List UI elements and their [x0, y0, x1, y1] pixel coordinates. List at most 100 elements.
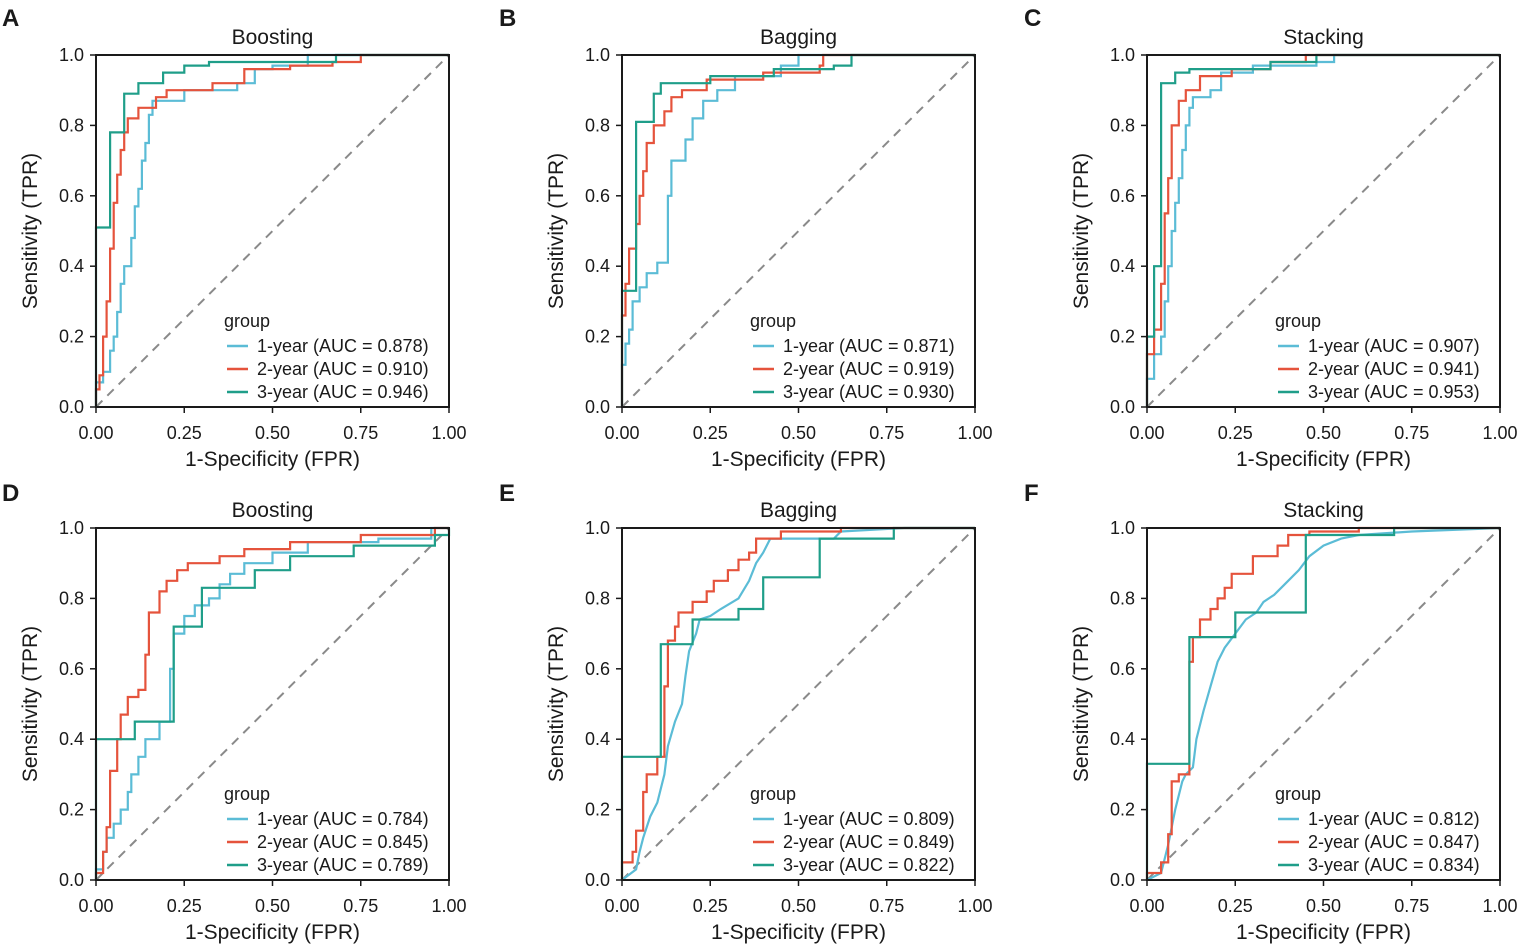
y-tick-label: 0.0	[585, 870, 610, 890]
y-tick-label: 1.0	[59, 518, 84, 538]
x-tick-label: 0.25	[693, 896, 728, 916]
x-tick-label: 0.50	[781, 896, 816, 916]
y-tick-label: 0.8	[585, 588, 610, 608]
legend-label-1-year: 1-year (AUC = 0.812)	[1308, 809, 1480, 829]
y-tick-label: 0.6	[59, 659, 84, 679]
legend-label-2-year: 2-year (AUC = 0.849)	[783, 832, 955, 852]
y-tick-label: 0.4	[1110, 729, 1135, 749]
legend-title: group	[224, 311, 270, 331]
x-axis-label: 1-Specificity (FPR)	[185, 448, 360, 471]
x-tick-label: 0.00	[78, 896, 113, 916]
legend-label-3-year: 3-year (AUC = 0.789)	[257, 855, 429, 875]
x-axis-label: 1-Specificity (FPR)	[1236, 448, 1411, 471]
legend-label-3-year: 3-year (AUC = 0.946)	[257, 382, 429, 402]
panel-letter: C	[1024, 5, 1041, 32]
y-tick-label: 0.6	[1110, 186, 1135, 206]
y-tick-label: 0.4	[1110, 256, 1135, 276]
y-tick-label: 0.2	[1110, 800, 1135, 820]
y-tick-label: 0.0	[1110, 397, 1135, 417]
legend-label-1-year: 1-year (AUC = 0.784)	[257, 809, 429, 829]
y-tick-label: 0.8	[1110, 115, 1135, 135]
x-tick-label: 0.25	[167, 423, 202, 443]
x-tick-label: 0.50	[255, 896, 290, 916]
y-tick-label: 0.6	[1110, 659, 1135, 679]
panel-letter: A	[2, 5, 19, 32]
chart-title: Bagging	[760, 26, 837, 49]
legend-label-3-year: 3-year (AUC = 0.953)	[1308, 382, 1480, 402]
legend-label-1-year: 1-year (AUC = 0.907)	[1308, 336, 1480, 356]
y-axis-label: Sensitivity (TPR)	[19, 626, 42, 782]
roc-panel-f: F Stacking 0.00 0.25 0.50 0.75 1.00 0.0 0.2 0.4 0.…	[1024, 480, 1518, 944]
y-axis-label: Sensitivity (TPR)	[545, 153, 568, 309]
y-tick-label: 0.4	[59, 729, 84, 749]
y-axis-label: Sensitivity (TPR)	[19, 153, 42, 309]
x-tick-label: 1.00	[957, 423, 992, 443]
x-tick-label: 0.25	[1218, 423, 1253, 443]
legend-title: group	[224, 784, 270, 804]
y-tick-label: 0.8	[585, 115, 610, 135]
chart-title: Boosting	[232, 26, 314, 49]
x-tick-label: 1.00	[957, 896, 992, 916]
legend-label-2-year: 2-year (AUC = 0.941)	[1308, 359, 1480, 379]
x-tick-label: 0.50	[255, 423, 290, 443]
y-tick-label: 0.0	[585, 397, 610, 417]
legend: group 1-year (AUC = 0.878) 2-year (AUC = 0…	[224, 311, 429, 402]
x-tick-label: 0.75	[1394, 896, 1429, 916]
x-tick-label: 0.50	[781, 423, 816, 443]
x-axis-label: 1-Specificity (FPR)	[711, 921, 886, 944]
panel-letter: B	[499, 5, 516, 32]
y-tick-label: 0.8	[1110, 588, 1135, 608]
legend-label-2-year: 2-year (AUC = 0.847)	[1308, 832, 1480, 852]
legend: group 1-year (AUC = 0.871) 2-year (AUC = 0…	[750, 311, 955, 402]
x-tick-label: 1.00	[431, 896, 466, 916]
y-tick-label: 0.0	[1110, 870, 1135, 890]
y-axis-label: Sensitivity (TPR)	[545, 626, 568, 782]
roc-panel-a: A Boosting 0.00 0.25 0.50 0.75 1.00 0.0 0.2 0.4 0.…	[2, 5, 467, 471]
y-tick-label: 0.0	[59, 870, 84, 890]
y-axis-label: Sensitivity (TPR)	[1070, 153, 1093, 309]
y-tick-label: 0.4	[585, 256, 610, 276]
x-tick-label: 1.00	[1482, 423, 1517, 443]
chart-title: Boosting	[232, 499, 314, 522]
y-tick-label: 1.0	[1110, 518, 1135, 538]
y-tick-label: 1.0	[585, 45, 610, 65]
legend-label-2-year: 2-year (AUC = 0.910)	[257, 359, 429, 379]
y-tick-label: 0.8	[59, 588, 84, 608]
y-tick-label: 0.2	[59, 327, 84, 347]
x-tick-label: 0.50	[1306, 423, 1341, 443]
y-tick-label: 1.0	[59, 45, 84, 65]
x-tick-label: 0.75	[343, 423, 378, 443]
x-tick-label: 0.25	[693, 423, 728, 443]
chart-title: Bagging	[760, 499, 837, 522]
legend-label-3-year: 3-year (AUC = 0.930)	[783, 382, 955, 402]
x-tick-label: 1.00	[1482, 896, 1517, 916]
x-axis-label: 1-Specificity (FPR)	[711, 448, 886, 471]
x-tick-label: 1.00	[431, 423, 466, 443]
x-tick-label: 0.75	[343, 896, 378, 916]
x-tick-label: 0.00	[604, 423, 639, 443]
legend: group 1-year (AUC = 0.784) 2-year (AUC = 0…	[224, 784, 429, 875]
x-tick-label: 0.00	[604, 896, 639, 916]
x-tick-label: 0.75	[869, 423, 904, 443]
legend-label-1-year: 1-year (AUC = 0.878)	[257, 336, 429, 356]
x-tick-label: 0.00	[1129, 896, 1164, 916]
y-tick-label: 0.4	[585, 729, 610, 749]
chart-title: Stacking	[1283, 499, 1364, 522]
chart-title: Stacking	[1283, 26, 1364, 49]
x-tick-label: 0.00	[1129, 423, 1164, 443]
y-axis-label: Sensitivity (TPR)	[1070, 626, 1093, 782]
roc-panel-b: B Bagging 0.00 0.25 0.50 0.75 1.00 0.0 0.2 0.4 0.6…	[499, 5, 993, 471]
y-tick-label: 0.2	[585, 800, 610, 820]
y-tick-label: 0.0	[59, 397, 84, 417]
roc-figure: A Boosting 0.00 0.25 0.50 0.75 1.00 0.0 0.2 0.4 0.…	[0, 0, 1519, 945]
legend-label-3-year: 3-year (AUC = 0.834)	[1308, 855, 1480, 875]
legend: group 1-year (AUC = 0.812) 2-year (AUC = 0…	[1275, 784, 1480, 875]
legend-title: group	[1275, 784, 1321, 804]
x-tick-label: 0.75	[1394, 423, 1429, 443]
y-tick-label: 0.6	[59, 186, 84, 206]
x-tick-label: 0.00	[78, 423, 113, 443]
y-tick-label: 1.0	[1110, 45, 1135, 65]
roc-panel-e: E Bagging 0.00 0.25 0.50 0.75 1.00 0.0 0.2 0.4 0.6…	[499, 480, 993, 944]
panel-letter: F	[1024, 480, 1039, 507]
legend-title: group	[750, 784, 796, 804]
